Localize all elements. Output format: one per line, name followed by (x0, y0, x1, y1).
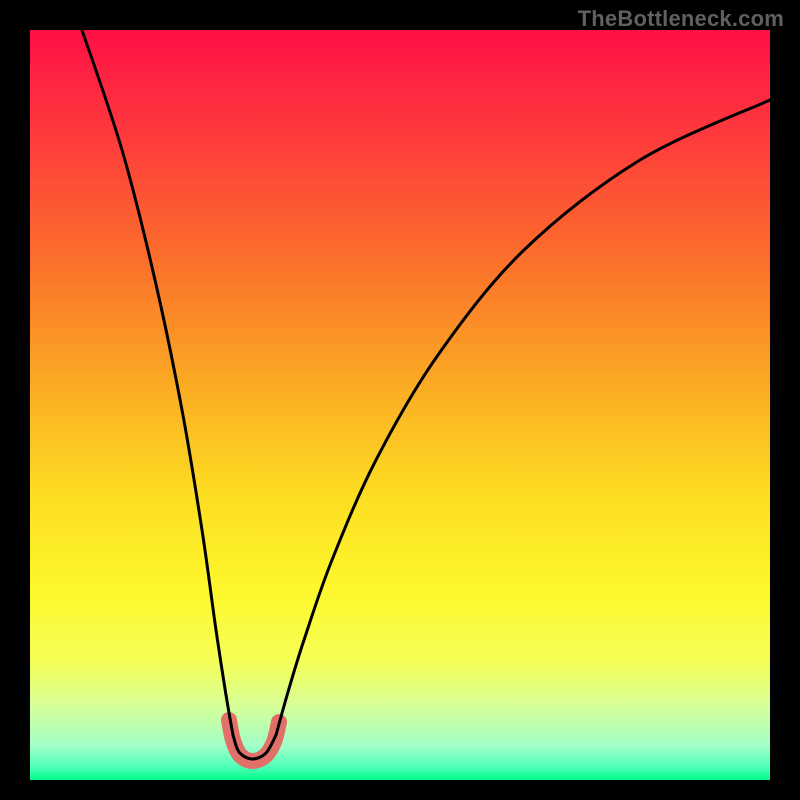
curve-right-arm (276, 100, 770, 735)
curve-left-arm (82, 30, 233, 735)
plot-area (30, 30, 770, 780)
chart-frame: TheBottleneck.com (0, 0, 800, 800)
dip-highlight-marker (229, 720, 279, 761)
watermark-text: TheBottleneck.com (578, 6, 784, 32)
curve-overlay (30, 30, 770, 780)
